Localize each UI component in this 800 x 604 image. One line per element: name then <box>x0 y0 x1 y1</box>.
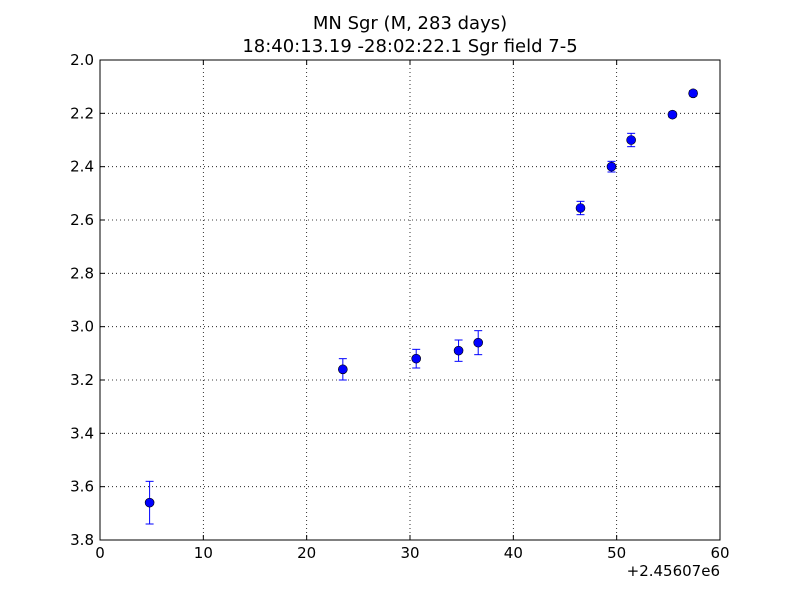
data-points <box>144 88 698 525</box>
ticks: 0 10 20 30 40 50 60 2.0 2.2 2.4 2.6 2.8 3.0 3.2 3.4 3.6… <box>70 51 729 562</box>
y-tick-label: 3.4 <box>70 424 94 442</box>
chart-title: MN Sgr (M, 283 days) <box>313 13 507 34</box>
x-tick-label: 10 <box>194 544 213 562</box>
y-tick-label: 2.8 <box>70 264 94 282</box>
y-tick-label: 3.0 <box>70 318 94 336</box>
y-tick-label: 2.0 <box>70 51 94 69</box>
y-tick-label: 2.4 <box>70 158 94 176</box>
x-tick-label: 0 <box>95 544 105 562</box>
y-tick-label: 3.8 <box>70 531 94 549</box>
data-point <box>144 497 155 508</box>
y-tick-label: 3.6 <box>70 478 94 496</box>
x-offset-label: +2.45607e6 <box>627 562 720 580</box>
x-tick-label: 40 <box>504 544 523 562</box>
plot-frame <box>99 59 721 541</box>
chart-subtitle: 18:40:13.19 -28:02:22.1 Sgr field 7-5 <box>242 36 577 57</box>
data-point <box>688 88 698 99</box>
data-point <box>473 337 484 348</box>
data-point <box>667 109 678 120</box>
data-point <box>338 364 348 375</box>
x-tick-label: 60 <box>710 544 729 562</box>
y-tick-label: 3.2 <box>70 371 94 389</box>
y-tick-label: 2.2 <box>70 104 94 122</box>
data-point <box>411 353 422 364</box>
data-point <box>575 203 586 213</box>
x-tick-label: 30 <box>400 544 419 562</box>
x-tick-label: 50 <box>607 544 626 562</box>
y-tick-label: 2.6 <box>70 211 94 229</box>
data-point <box>606 161 617 172</box>
data-point <box>626 135 636 145</box>
data-point <box>453 345 464 356</box>
grid <box>100 60 720 540</box>
x-tick-label: 20 <box>297 544 316 562</box>
